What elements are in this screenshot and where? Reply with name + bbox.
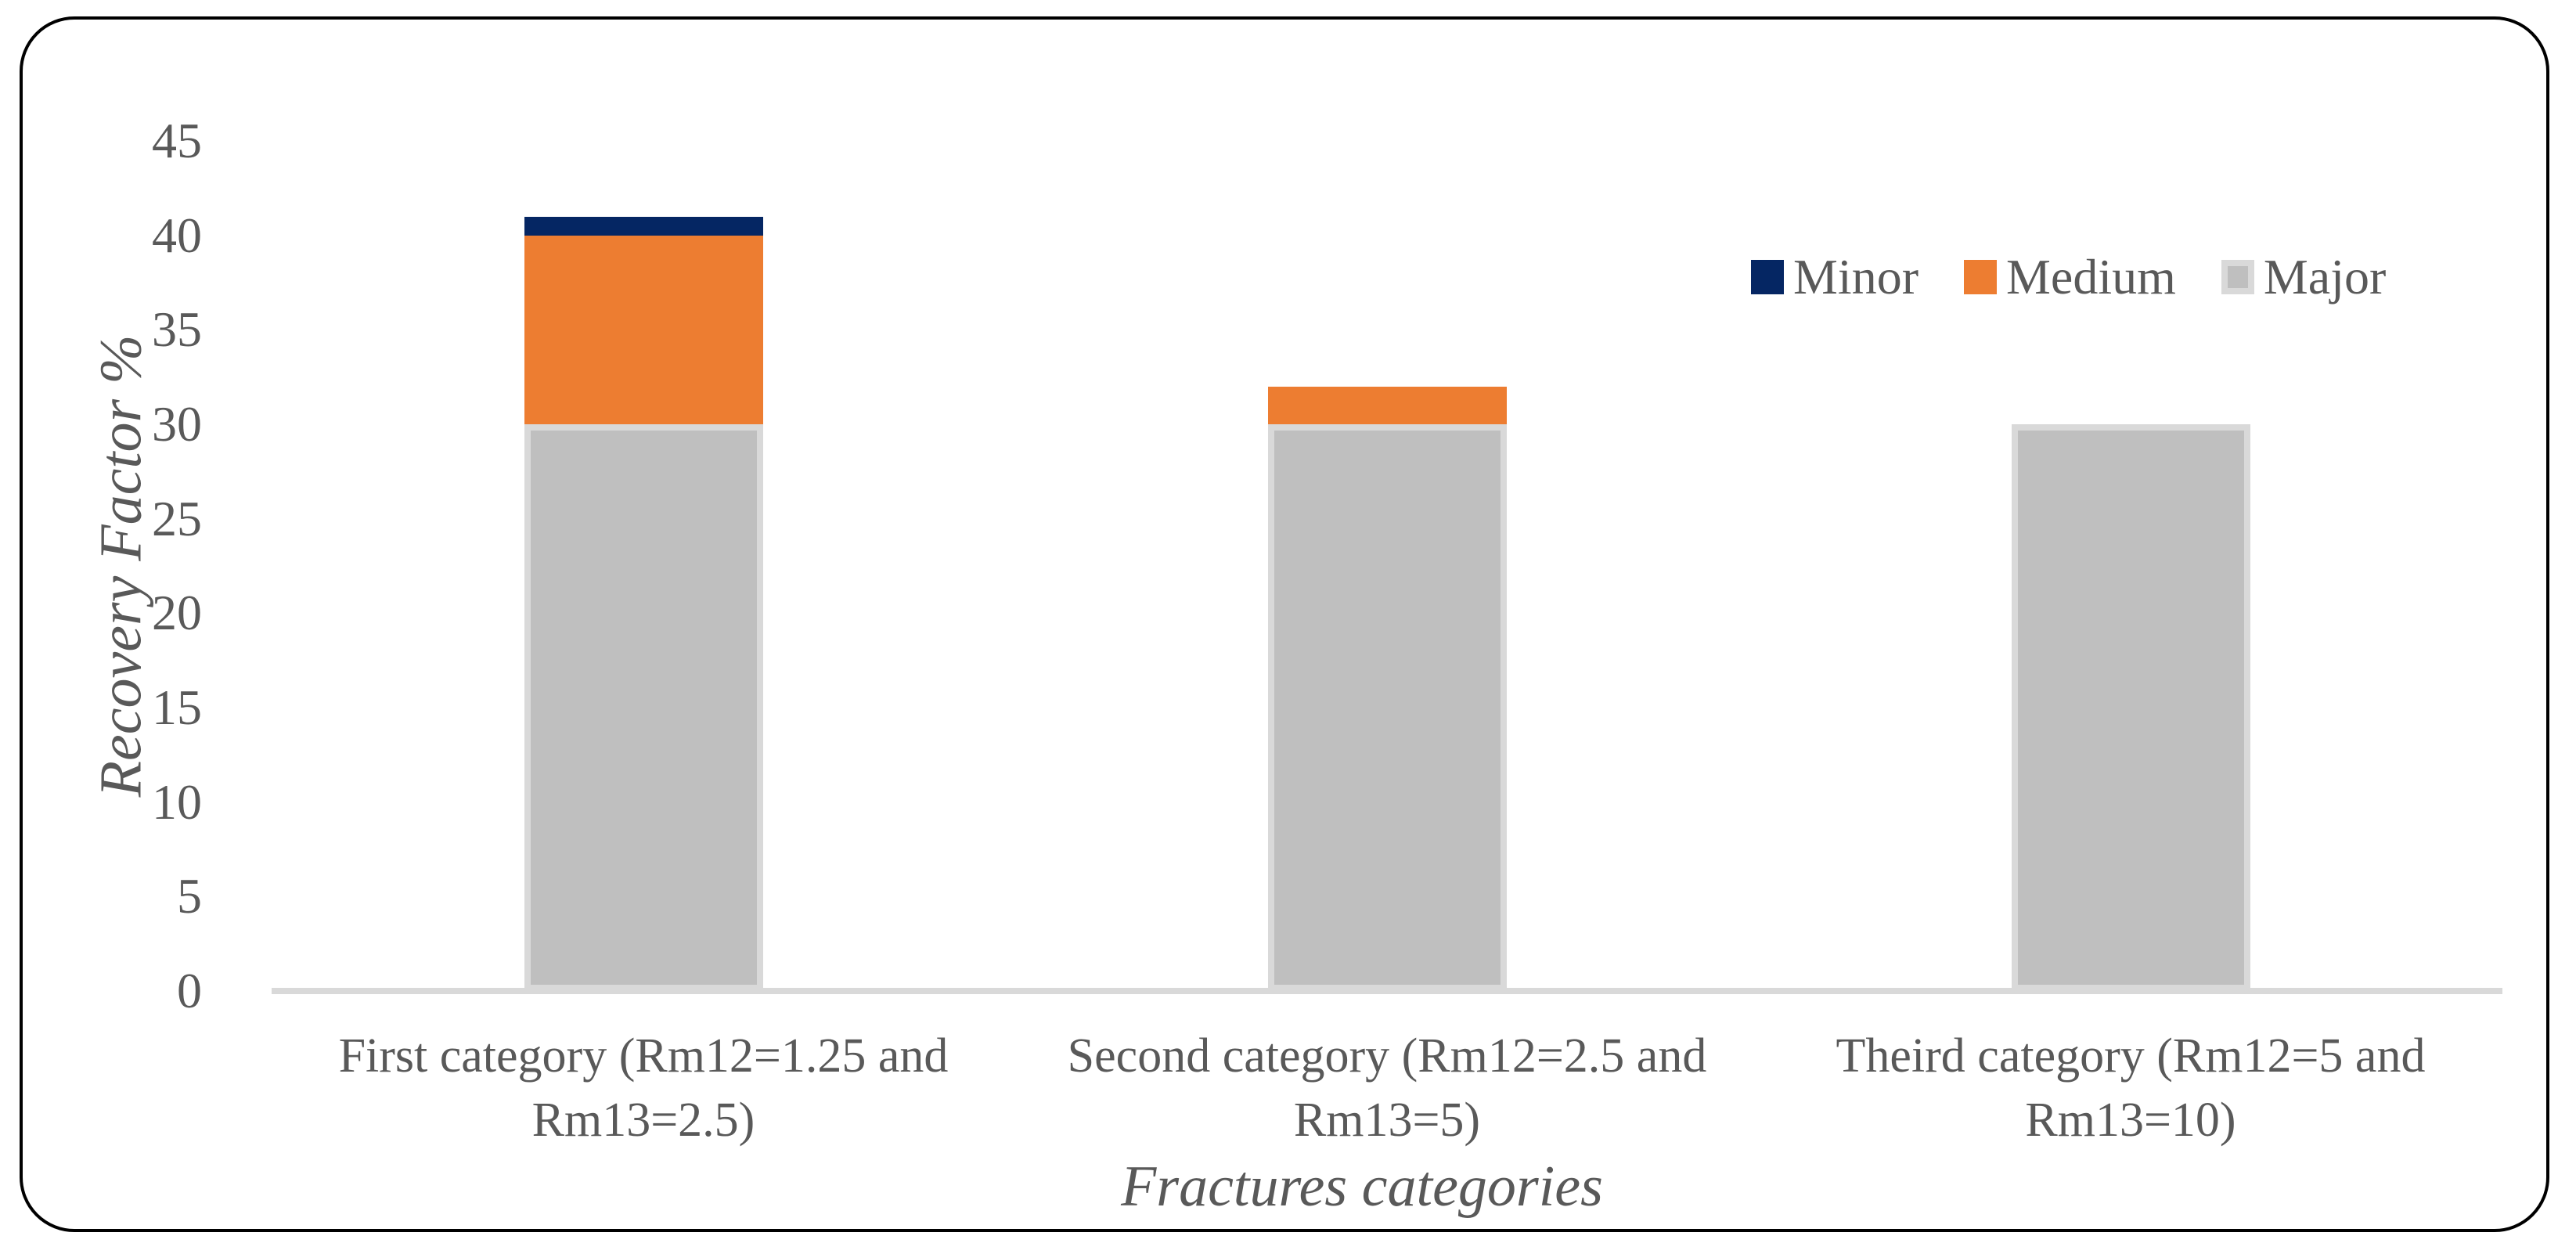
y-tick-label: 20 xyxy=(152,585,202,641)
y-tick-label: 25 xyxy=(152,490,202,546)
y-tick-label: 40 xyxy=(152,207,202,263)
y-tick-label: 30 xyxy=(152,396,202,452)
legend-label: Medium xyxy=(2006,249,2176,304)
legend: Minor Medium Major xyxy=(1751,252,2386,302)
bar-segment-minor xyxy=(524,216,763,236)
y-tick-label: 15 xyxy=(152,679,202,735)
legend-label: Minor xyxy=(1793,249,1918,304)
category-label: Theird category (Rm12=5 and Rm13=10) xyxy=(1836,1029,2426,1147)
category-label: Second category (Rm12=2.5 and Rm13=5) xyxy=(1067,1029,1707,1147)
bar-segment-medium xyxy=(524,235,763,424)
bar-segment-major xyxy=(1267,424,1507,991)
y-tick-label: 45 xyxy=(152,113,202,168)
chart-frame xyxy=(20,16,2549,1232)
x-axis-title: Fractures categories xyxy=(1121,1155,1603,1219)
bar-segment-major xyxy=(2011,424,2250,991)
y-tick-label: 0 xyxy=(177,963,202,1018)
bar-segment-major xyxy=(524,424,763,991)
bar-segment-medium xyxy=(1267,386,1507,424)
legend-label: Major xyxy=(2263,249,2387,304)
x-axis-line xyxy=(272,988,2502,994)
legend-swatch-major-icon xyxy=(2221,260,2254,294)
y-tick-label: 5 xyxy=(177,868,202,924)
y-tick-label: 10 xyxy=(152,773,202,830)
legend-item-major: Major xyxy=(2221,252,2386,302)
legend-item-minor: Minor xyxy=(1751,252,1918,302)
legend-swatch-minor-icon xyxy=(1751,260,1784,294)
y-tick-label: 35 xyxy=(152,301,202,358)
legend-item-medium: Medium xyxy=(1964,252,2176,302)
category-label: First category (Rm12=1.25 and Rm13=2.5) xyxy=(338,1029,949,1147)
legend-swatch-medium-icon xyxy=(1964,260,1997,294)
